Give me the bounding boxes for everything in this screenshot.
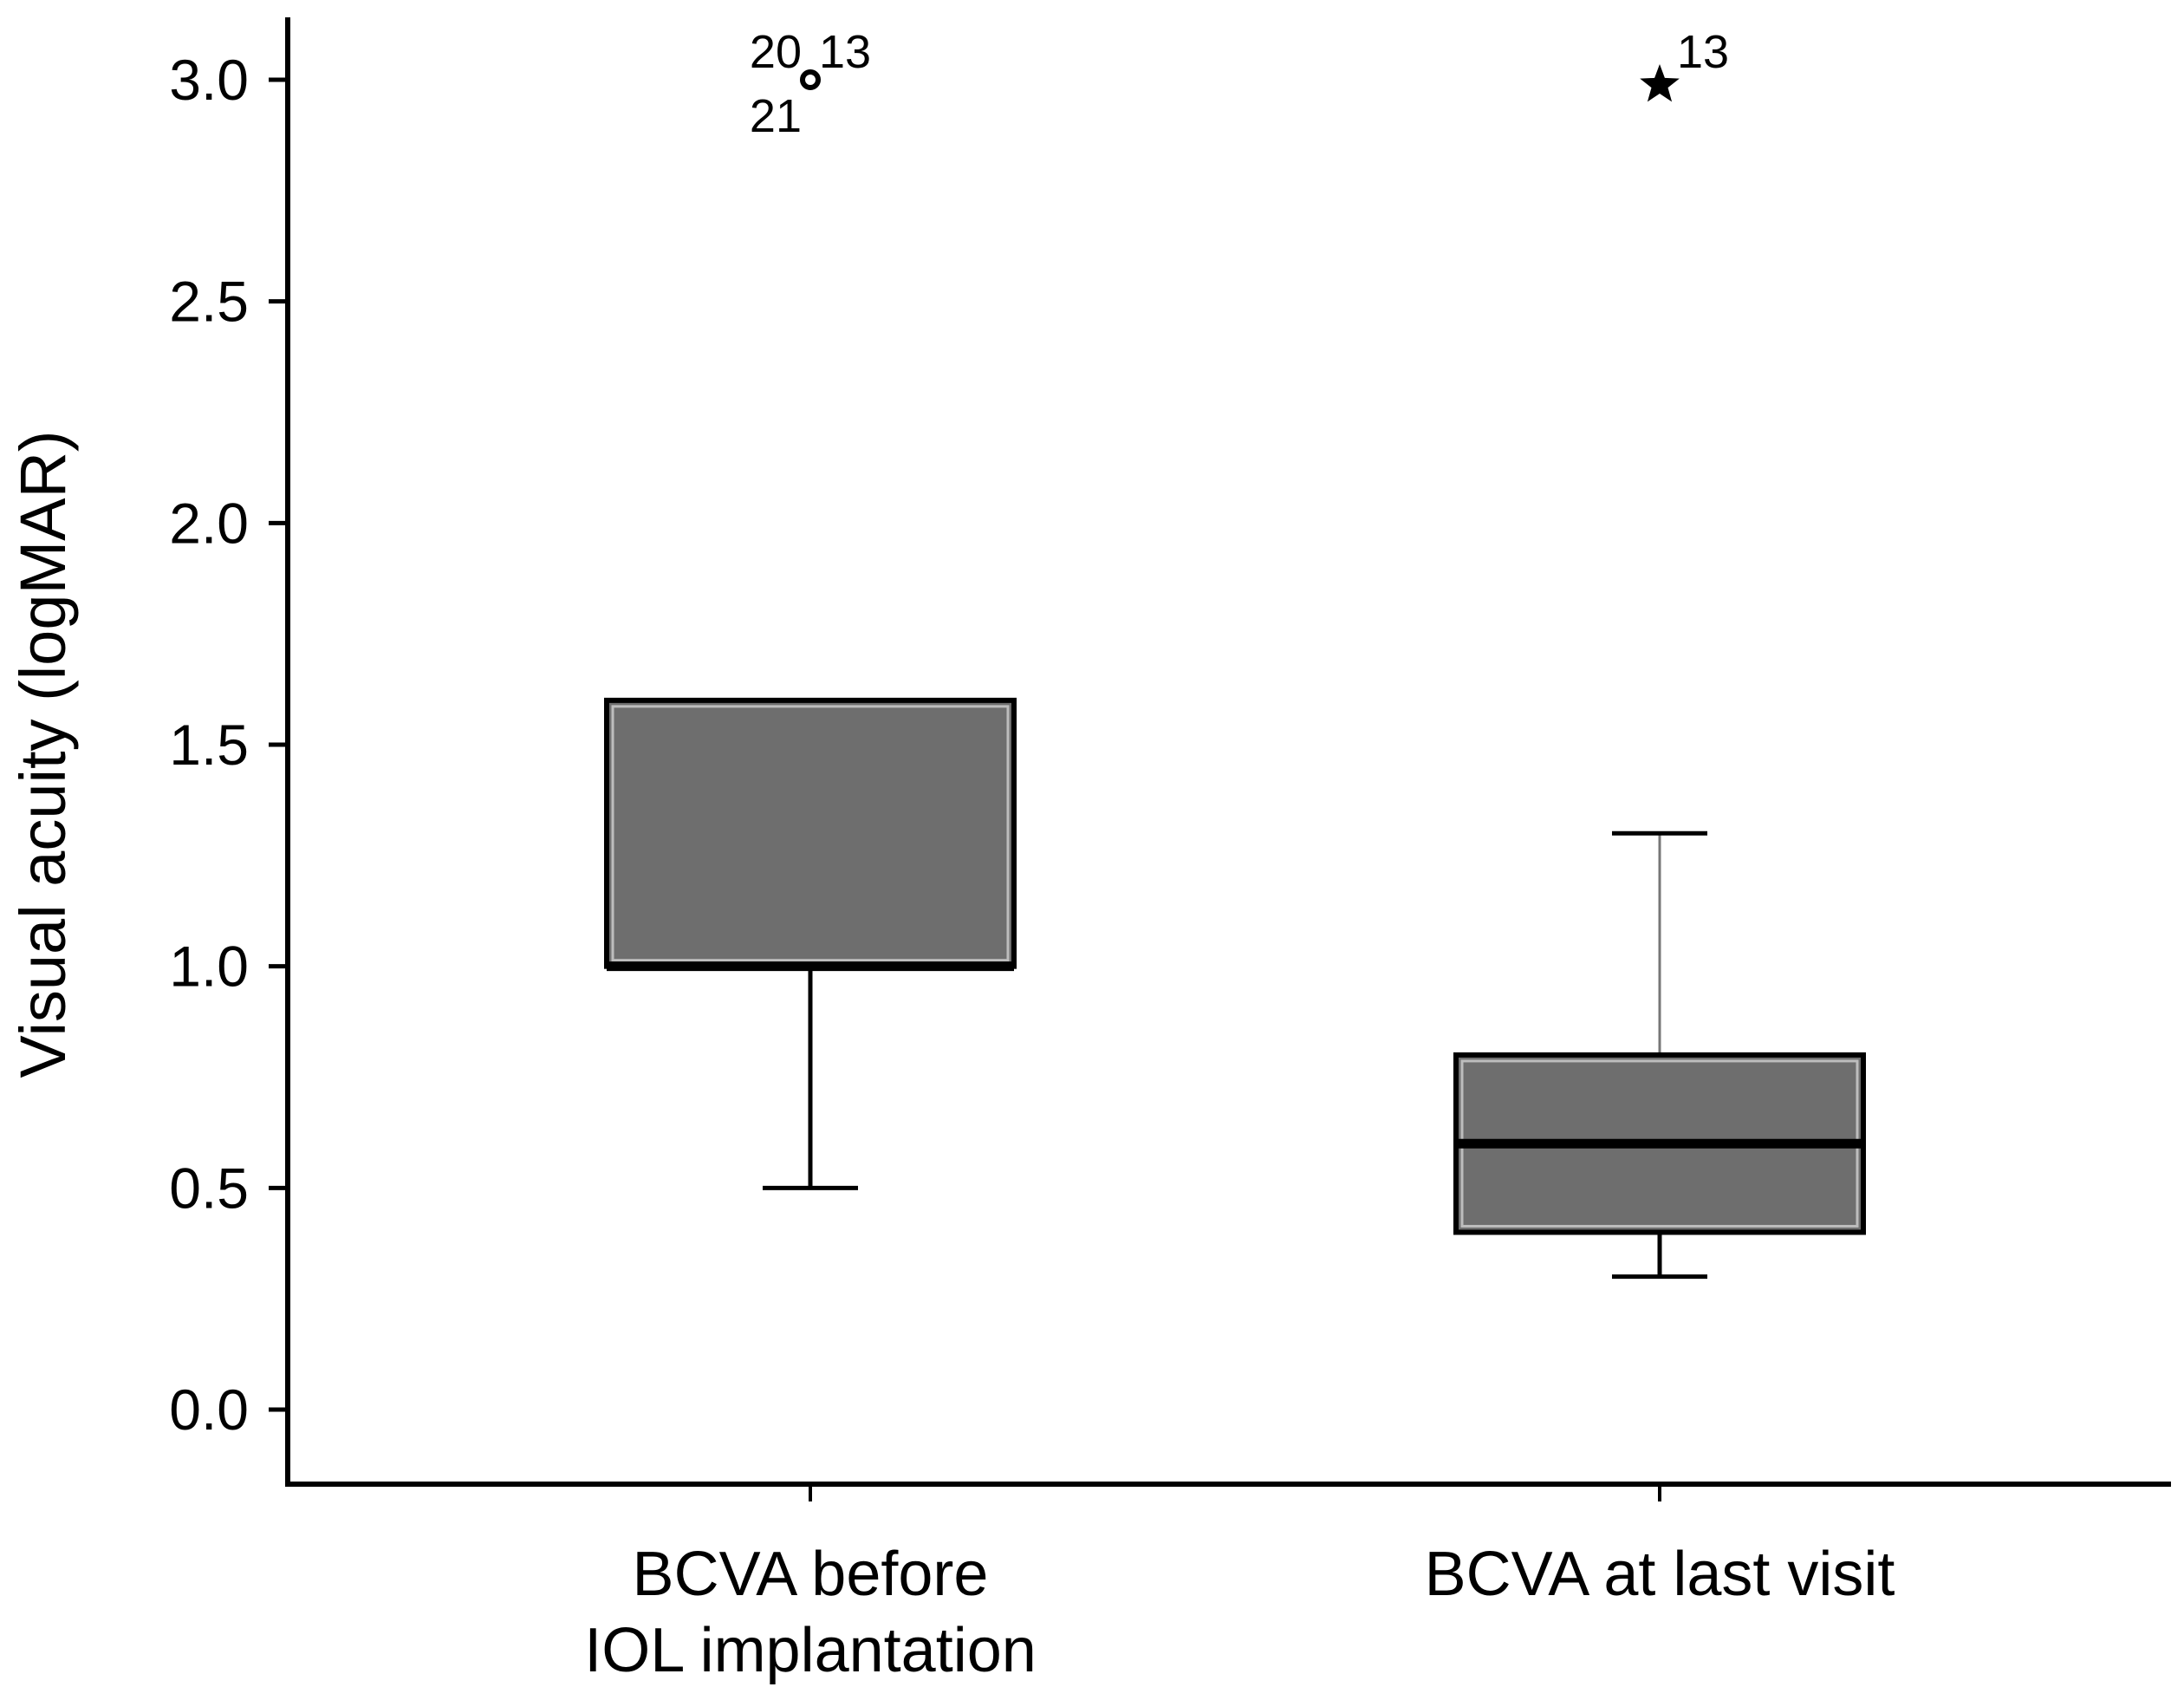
outlier-point [800,69,821,90]
outliers-layer: 20 13 21 13 [750,26,1729,142]
box-group [1453,830,1866,1280]
box-iqr [604,697,1017,969]
outlier-label: 13 [819,26,871,78]
y-tick-label: 2.0 [169,491,249,555]
box-inner-border [611,705,1010,962]
outlier-label: 20 [750,26,802,78]
y-tick-label: 0.0 [169,1378,249,1442]
y-tick-label: 3.0 [169,48,249,112]
y-tick-label: 1.5 [169,713,249,777]
outlier-label: 21 [750,90,802,142]
y-tick-label: 0.5 [169,1156,249,1220]
y-tick-label: 2.5 [169,270,249,334]
x-category-label: BCVA before [633,1540,989,1609]
x-category-label: IOL implantation [584,1616,1037,1685]
y-axis-title: Visual acuity (logMAR) [7,430,79,1078]
y-axis: 0.0 0.5 1.0 1.5 2.0 2.5 3.0 [169,17,290,1484]
outlier-star [1640,64,1680,102]
y-tick-label: 1.0 [169,935,249,999]
outlier-label: 13 [1677,26,1729,78]
x-category-label: BCVA at last visit [1425,1540,1895,1609]
boxes-layer [604,697,1866,1280]
x-axis: BCVA before IOL implantation BCVA at last … [285,1482,2171,1685]
box-group [604,697,1017,1190]
